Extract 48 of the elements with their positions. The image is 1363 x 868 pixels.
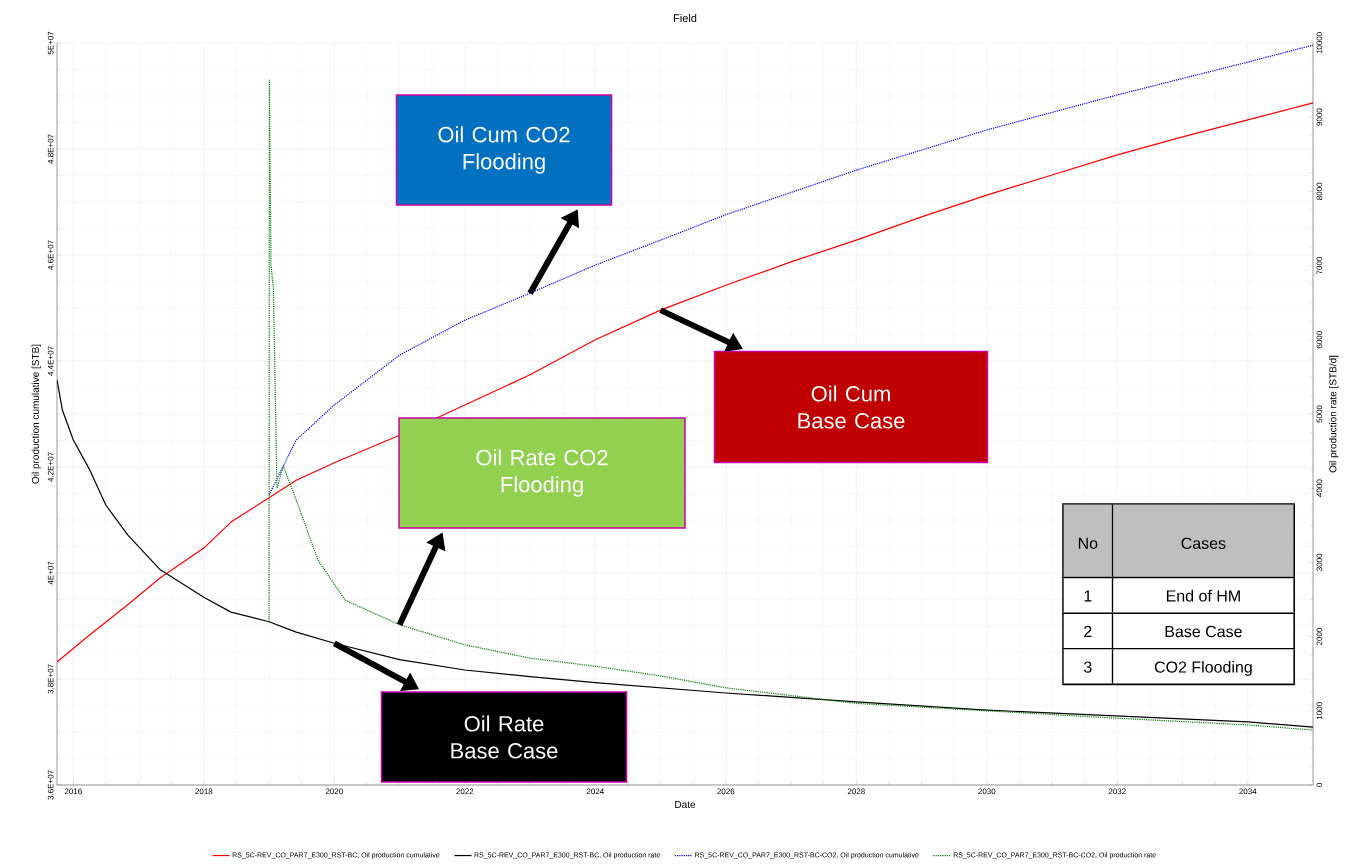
annotation: 2 <box>1084 625 1092 637</box>
y2-tick-label: 4000 <box>1316 479 1323 497</box>
y2-tick-label: 3000 <box>1316 553 1323 571</box>
annotation: Oil Cum CO2 Flooding <box>438 126 570 174</box>
annotation: Oil Rate Base Case <box>451 715 558 759</box>
chart-title: Field <box>674 13 697 23</box>
annotation: No <box>1078 537 1098 549</box>
annotation: 1 <box>1084 590 1092 602</box>
x-tick-label: 2030 <box>978 788 996 795</box>
x-tick-label: 2034 <box>1239 788 1257 795</box>
annotation: Oil Cum Base Case <box>798 385 905 429</box>
y-tick-label: 4.4E+07 <box>47 346 54 376</box>
y2-tick-label: 6000 <box>1316 331 1323 349</box>
x-tick-label: 2022 <box>456 788 474 795</box>
x-tick-label: 2024 <box>586 788 604 795</box>
line-series <box>268 79 1314 731</box>
y-tick-label: 4E+07 <box>47 561 54 585</box>
y-tick-label: 4.2E+07 <box>47 452 54 482</box>
y-tick-label: 3.8E+07 <box>47 664 54 694</box>
y2-tick-label: 9000 <box>1316 108 1323 126</box>
annotation: End of HM <box>1166 589 1240 602</box>
line-series <box>268 44 1314 496</box>
y2-tick-label: 1000 <box>1316 702 1323 720</box>
y-tick-label: 4.8E+07 <box>47 134 54 164</box>
x-axis-title: Date <box>675 801 696 809</box>
annotation: Cases <box>1181 537 1226 549</box>
annotation: 3 <box>1083 661 1092 673</box>
line-series <box>57 102 1314 663</box>
x-tick-label: 2020 <box>325 788 343 795</box>
x-tick-label: 2028 <box>847 788 865 795</box>
y-tick-label: 4.6E+07 <box>47 240 54 270</box>
y2-axis-title: Oil production rate [STB/d] <box>1329 355 1339 473</box>
y-axis-title: Oil production cumulative [STB] <box>31 344 41 484</box>
x-tick-label: 2018 <box>195 788 213 795</box>
annotation: Oil Rate CO2 Flooding <box>476 449 608 497</box>
x-tick-label: 2026 <box>717 788 735 795</box>
x-tick-label: 2016 <box>64 788 82 795</box>
y2-tick-label: 2000 <box>1316 628 1323 646</box>
y2-tick-label: 10000 <box>1316 32 1323 54</box>
y-tick-label: 3.6E+07 <box>47 770 54 800</box>
annotation: CO2 Flooding <box>1154 661 1252 676</box>
annotation: Base Case <box>1165 625 1242 638</box>
y-tick-label: 5E+07 <box>47 31 54 55</box>
y2-tick-label: 0 <box>1316 783 1323 787</box>
y2-tick-label: 7000 <box>1316 257 1323 275</box>
y2-tick-label: 5000 <box>1316 405 1323 423</box>
x-tick-label: 2032 <box>1108 788 1126 795</box>
y2-tick-label: 8000 <box>1316 182 1323 200</box>
